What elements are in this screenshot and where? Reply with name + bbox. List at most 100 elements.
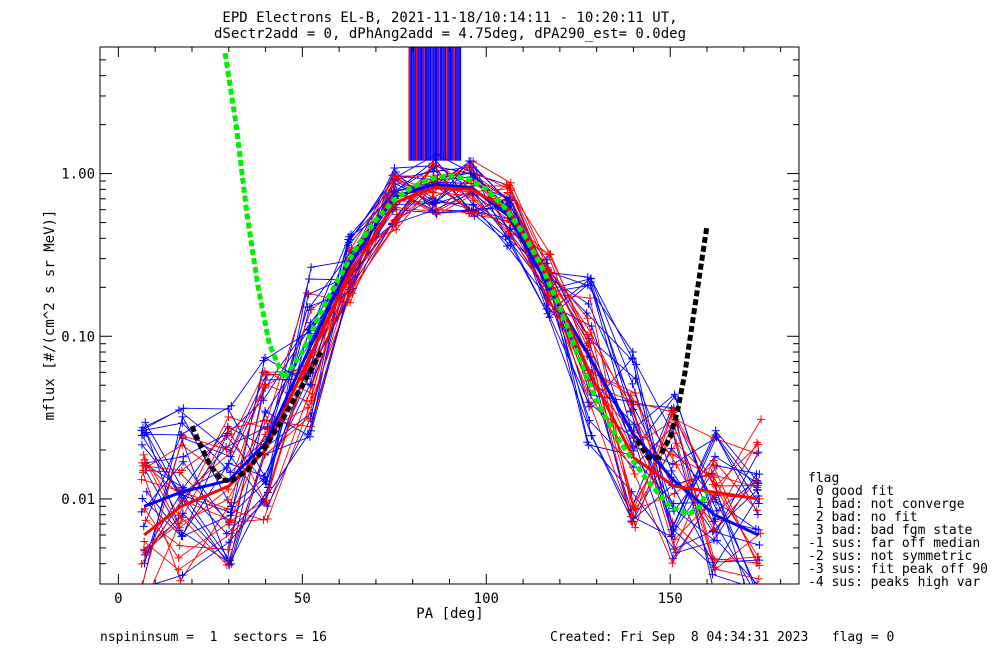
data-point [137, 559, 146, 568]
series-line [143, 178, 759, 580]
data-point [142, 428, 151, 437]
data-point [709, 536, 718, 545]
data-point [752, 618, 760, 626]
x-tick-label: 150 [658, 591, 683, 607]
y-tick-label: 0.01 [61, 492, 95, 508]
data-point [586, 277, 595, 286]
data-point [753, 510, 762, 519]
data-point [137, 440, 146, 449]
data-point [754, 499, 763, 508]
data-point [710, 556, 719, 565]
data-point [263, 515, 272, 524]
data-point [138, 584, 146, 592]
series-line [141, 164, 760, 536]
data-point [545, 313, 554, 322]
data-point [224, 424, 233, 433]
data-point [224, 545, 233, 554]
data-point [753, 485, 762, 494]
data-point [307, 263, 316, 272]
data-point [261, 380, 270, 389]
data-point [139, 450, 148, 459]
data-point [178, 441, 187, 450]
data-point [178, 431, 187, 440]
data-point [582, 330, 591, 339]
data-point [465, 165, 474, 174]
data-point [586, 401, 595, 410]
data-point [584, 339, 593, 348]
black-fit-curve-right [634, 225, 710, 460]
data-point [467, 161, 476, 170]
data-point [628, 354, 637, 363]
data-point [712, 461, 721, 470]
data-point [583, 314, 592, 323]
data-point [544, 292, 553, 301]
data-point [178, 418, 187, 427]
y-axis-label: mflux [#/(cm^2 s sr MeV)] [42, 210, 58, 421]
data-point [708, 570, 717, 579]
data-point [141, 581, 143, 584]
data-point [709, 526, 718, 535]
data-point [141, 418, 150, 427]
data-point [390, 164, 399, 173]
data-point [630, 470, 639, 479]
data-point [752, 587, 760, 595]
x-axis-label: PA [deg] [416, 606, 483, 622]
data-point [138, 494, 147, 503]
data-point [626, 391, 635, 400]
data-point [177, 495, 186, 504]
data-point [432, 150, 441, 159]
series-line [144, 205, 758, 556]
data-point [258, 497, 267, 506]
data-point [179, 404, 188, 413]
data-point [389, 171, 398, 180]
data-point [390, 216, 399, 225]
data-point [177, 513, 186, 522]
data-point [672, 439, 681, 448]
data-point [140, 537, 149, 546]
data-point [711, 452, 720, 461]
data-point [428, 159, 437, 168]
data-point [140, 455, 149, 464]
data-point [137, 475, 146, 484]
data-point [504, 227, 513, 236]
data-series-layer [137, 47, 766, 626]
series-line [144, 174, 758, 552]
series-line [144, 189, 758, 584]
y-tick-label: 1.00 [61, 167, 95, 183]
data-point [263, 502, 272, 511]
data-point [224, 405, 233, 414]
data-point [227, 516, 236, 525]
data-point [390, 187, 399, 196]
data-point [754, 440, 763, 449]
x-tick-label: 100 [474, 591, 499, 607]
data-point [709, 473, 718, 482]
data-point [222, 445, 231, 454]
data-point [177, 466, 186, 475]
data-point [223, 495, 232, 504]
data-point [429, 167, 438, 176]
data-point [174, 553, 183, 562]
series-line [145, 166, 759, 551]
data-point [626, 512, 635, 521]
data-point [140, 430, 149, 439]
data-point [585, 416, 594, 425]
data-point [672, 460, 681, 469]
data-point [177, 532, 186, 541]
data-point [711, 495, 720, 504]
data-point [303, 303, 312, 312]
data-point [546, 250, 555, 259]
data-point [670, 390, 679, 399]
data-point [628, 518, 637, 527]
legend-item: 3 bad: bad fgm state [808, 523, 973, 538]
data-point [503, 242, 512, 251]
data-point [587, 431, 596, 440]
data-point [465, 209, 474, 218]
legend-item: 2 bad: no fit [808, 510, 918, 525]
series-line [144, 159, 743, 584]
data-point [224, 412, 233, 421]
footer-left: nspininsum = 1 sectors = 16 [100, 630, 327, 645]
legend-item: -3 sus: fit peak off 90 [808, 562, 988, 577]
fit-curve-layer [189, 52, 710, 518]
data-point [138, 461, 147, 470]
